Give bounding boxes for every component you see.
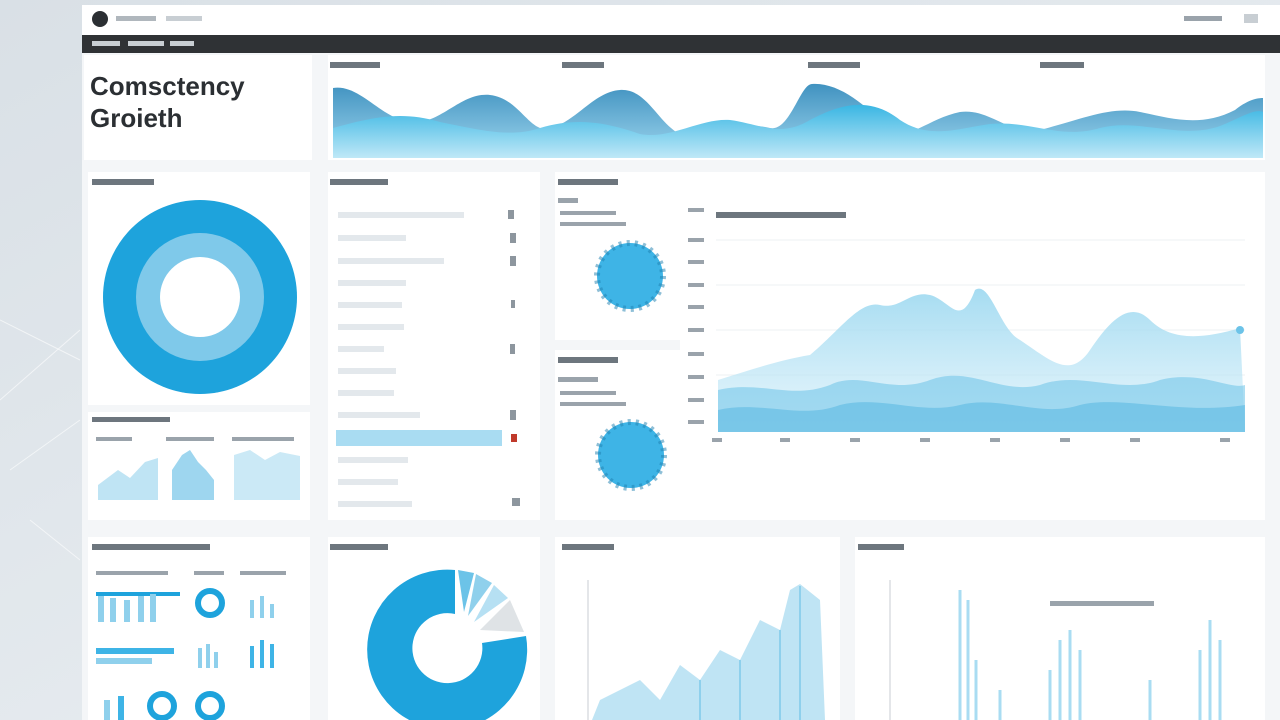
donut-panel (88, 172, 310, 405)
title-panel (84, 55, 312, 160)
bottom-donut-panel (328, 537, 540, 720)
area-chart-panel (680, 172, 1265, 520)
nav-item[interactable] (128, 41, 164, 46)
selected-row[interactable] (336, 430, 502, 446)
title-line: Comsctency (90, 71, 245, 101)
nav-bar (82, 35, 1280, 53)
globe-panels (555, 172, 680, 520)
wave-panel (328, 55, 1265, 160)
bottom-histogram-panel (855, 537, 1265, 720)
logo[interactable] (92, 11, 108, 27)
nav-item[interactable] (92, 41, 120, 46)
nav-item[interactable] (170, 41, 194, 46)
user-placeholder[interactable] (1184, 16, 1222, 21)
menu-placeholder[interactable] (166, 16, 202, 21)
app-name-placeholder (116, 16, 156, 21)
mini-charts-panel (88, 412, 310, 520)
bottom-widgets-panel (88, 537, 310, 720)
list-panel (328, 172, 540, 520)
network-lines (0, 319, 81, 561)
top-bar (82, 5, 1280, 35)
settings-icon[interactable] (1244, 14, 1258, 23)
bottom-bar-chart-panel (555, 537, 840, 720)
title-line: Groieth (90, 103, 182, 133)
